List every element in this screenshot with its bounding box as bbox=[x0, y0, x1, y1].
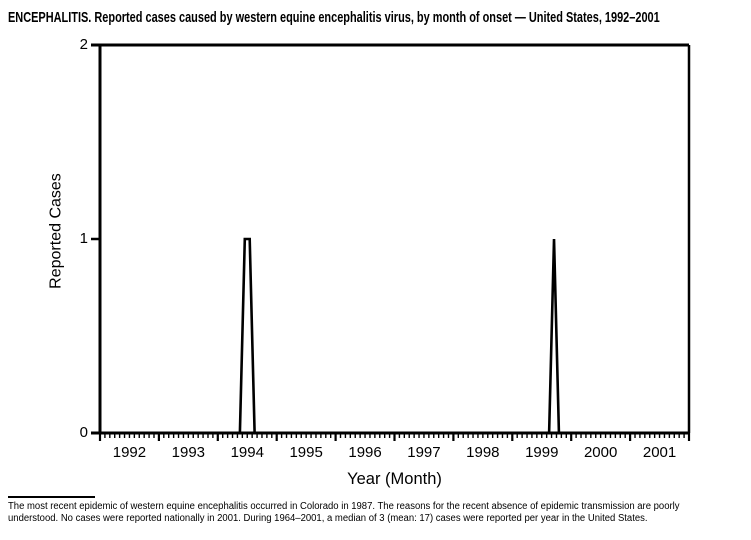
footnote: The most recent epidemic of western equi… bbox=[8, 501, 715, 524]
x-axis-title: Year (Month) bbox=[347, 470, 442, 488]
y-tick-label: 1 bbox=[79, 230, 88, 247]
x-tick-label: 2000 bbox=[583, 444, 618, 461]
x-tick-label: 1996 bbox=[348, 444, 382, 461]
y-axis-title: Reported Cases bbox=[47, 173, 65, 289]
data-line bbox=[102, 237, 687, 435]
x-tick-label: 1993 bbox=[171, 444, 206, 461]
x-tick-label: 2001 bbox=[642, 444, 677, 461]
y-tick-label: 0 bbox=[79, 424, 88, 441]
footnote-line-2: understood. No cases were reported natio… bbox=[8, 512, 648, 524]
x-tick-label: 1999 bbox=[525, 444, 559, 461]
x-tick-label: 1998 bbox=[466, 444, 500, 461]
x-tick-label: 1995 bbox=[289, 444, 323, 461]
x-tick-label: 1997 bbox=[407, 444, 441, 461]
footnote-rule bbox=[8, 496, 95, 498]
x-tick-label: 1994 bbox=[230, 444, 264, 461]
y-tick-label: 2 bbox=[79, 36, 88, 53]
x-tick-label: 1992 bbox=[112, 444, 147, 461]
chart-title: ENCEPHALITIS. Reported cases caused by w… bbox=[8, 9, 660, 26]
footnote-line-1: The most recent epidemic of western equi… bbox=[8, 501, 680, 512]
